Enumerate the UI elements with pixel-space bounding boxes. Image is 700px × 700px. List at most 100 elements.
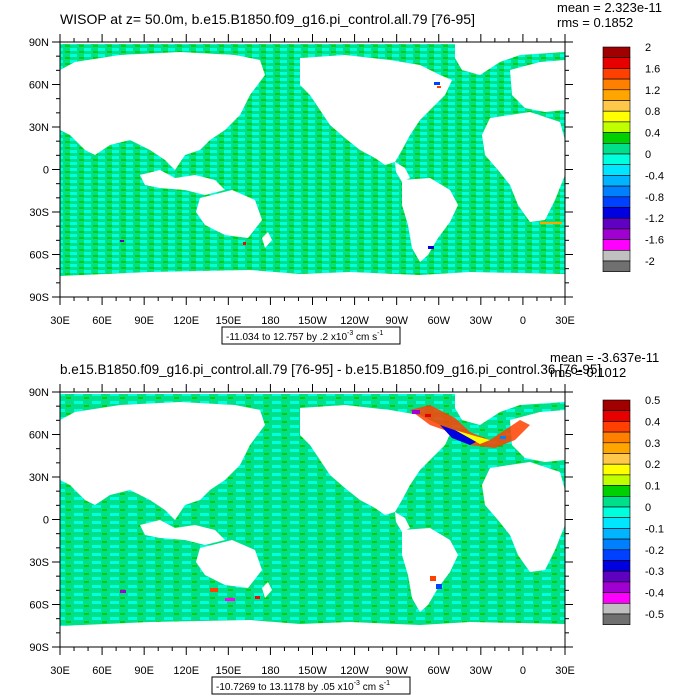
- panel-1-map: [59, 41, 566, 298]
- colorbar-label: 0.4: [645, 416, 660, 428]
- x-tick-label: 30W: [470, 315, 493, 327]
- colorbar-label: 0.3: [645, 438, 660, 450]
- y-tick-label: 0: [43, 515, 49, 527]
- colorbar-swatch: [602, 474, 631, 486]
- colorbar-swatch: [602, 613, 631, 625]
- panel-2-range-unit: cm s: [360, 682, 384, 693]
- panel-2-range-box: -10.7269 to 13.1178 by .05 x10-3 cm s-1: [211, 676, 411, 695]
- y-tick-label: 30S: [29, 207, 49, 219]
- y-tick-label: 90S: [29, 642, 49, 654]
- panel-2: b.e15.B1850.f09_g16.pi_control.all.79 [7…: [29, 350, 664, 695]
- x-tick-label: 30W: [470, 665, 493, 677]
- panel-1-x-axis: 30E 60E 90E 120E 150E 180 150W 120W 90W 60W 30W 0 30…: [50, 34, 575, 327]
- panel-1-mean: mean = 2.323e-11: [557, 0, 662, 15]
- panel-2-title: b.e15.B1850.f09_g16.pi_control.all.79 [7…: [60, 362, 601, 377]
- colorbar-swatch: [602, 260, 631, 272]
- x-tick-label: 90W: [385, 315, 408, 327]
- colorbar-swatch: [602, 110, 631, 123]
- colorbar-swatch: [602, 410, 631, 422]
- x-tick-label: 120W: [340, 665, 369, 677]
- x-tick-label: 0: [520, 315, 526, 327]
- colorbar-swatch: [602, 517, 631, 529]
- y-tick-label: 90N: [29, 387, 49, 399]
- colorbar-label: 0.5: [645, 395, 660, 407]
- x-tick-label: 150E: [215, 315, 241, 327]
- panel-2-y-axis: 90N 60N 30N 0 30S 60S 90S: [29, 387, 573, 654]
- colorbar-swatch: [602, 143, 631, 155]
- x-tick-label: 150W: [298, 315, 327, 327]
- colorbar-swatch: [602, 132, 631, 144]
- x-tick-label: 30E: [555, 665, 575, 677]
- colorbar-label: 1.2: [645, 85, 660, 97]
- colorbar-swatch: [602, 463, 631, 476]
- y-tick-label: 0: [43, 165, 49, 177]
- colorbar-swatch: [602, 506, 631, 518]
- colorbar-swatch: [602, 250, 631, 262]
- colorbar-label: 0.4: [645, 128, 660, 140]
- colorbar-swatch: [602, 399, 631, 411]
- panel-2-land: [60, 394, 565, 647]
- x-tick-label: 30E: [50, 315, 70, 327]
- colorbar-label: -1.2: [645, 213, 664, 225]
- x-tick-label: 60W: [427, 665, 450, 677]
- panel-1-range-exp: -3: [347, 330, 353, 337]
- colorbar-swatch: [602, 581, 631, 593]
- panel-2-range-text: -10.7269 to 13.1178 by .05 x10: [216, 682, 354, 693]
- colorbar-swatch: [602, 100, 631, 112]
- colorbar-label: -0.4: [645, 588, 664, 600]
- colorbar-label: 0.8: [645, 106, 660, 118]
- colorbar-swatch: [602, 185, 631, 198]
- colorbar-label: -0.3: [645, 566, 664, 578]
- panel-1-range-box: -11.034 to 12.757 by .2 x10-3 cm s-1: [221, 326, 401, 345]
- colorbar-label: -0.1: [645, 523, 664, 535]
- svg-text:-11.034 to 12.757 by .2 x10-3: -11.034 to 12.757 by .2 x10-3 cm s-1: [226, 330, 383, 343]
- panel-1-rms: rms = 0.1852: [557, 15, 633, 30]
- colorbar-swatch: [602, 602, 631, 615]
- panel-1-title: WISOP at z= 50.0m, b.e15.B1850.f09_g16.p…: [60, 11, 475, 27]
- y-tick-label: 30N: [29, 472, 49, 484]
- colorbar-swatch: [602, 207, 631, 219]
- colorbar-label: 0: [645, 149, 651, 161]
- colorbar-label: 1.6: [645, 63, 660, 75]
- colorbar-swatch: [602, 68, 631, 80]
- panel-2-colorbar: 0.5 0.4 0.3 0.2 0.1 0 -0.1 -0.2 -0.3 -0.4 -0.5: [602, 395, 664, 625]
- colorbar-label: -0.8: [645, 192, 664, 204]
- colorbar-swatch: [602, 89, 631, 101]
- colorbar-swatch: [602, 528, 631, 540]
- y-tick-label: 30N: [29, 122, 49, 134]
- x-tick-label: 150W: [298, 665, 327, 677]
- x-tick-label: 180: [261, 665, 279, 677]
- panel-1: WISOP at z= 50.0m, b.e15.B1850.f09_g16.p…: [29, 0, 664, 345]
- panel-1-range-unit-exp: -1: [377, 330, 383, 337]
- colorbar-label: 2: [645, 42, 651, 54]
- colorbar-label: -1.6: [645, 235, 664, 247]
- panel-1-range-text: -11.034 to 12.757 by .2 x10: [226, 332, 347, 343]
- panel-2-rms: rms = 0.1012: [550, 365, 626, 380]
- colorbar-label: 0: [645, 502, 651, 514]
- panel-2-mean: mean = -3.637e-11: [550, 350, 659, 365]
- colorbar-swatch: [602, 175, 631, 187]
- colorbar-swatch: [602, 121, 631, 133]
- colorbar-swatch: [602, 431, 631, 444]
- panel-1-hotspots: [120, 82, 562, 249]
- x-tick-label: 90E: [134, 665, 154, 677]
- x-tick-label: 150E: [215, 665, 241, 677]
- x-tick-label: 120W: [340, 315, 369, 327]
- colorbar-swatch: [602, 153, 631, 165]
- colorbar-swatch: [602, 228, 631, 240]
- colorbar-swatch: [602, 57, 631, 69]
- colorbar-label: -2: [645, 256, 655, 268]
- colorbar-swatch: [602, 46, 631, 58]
- colorbar-label: -0.5: [645, 609, 664, 621]
- x-tick-label: 120E: [173, 315, 199, 327]
- x-tick-label: 90W: [385, 665, 408, 677]
- colorbar-label: -0.2: [645, 545, 664, 557]
- colorbar-label: 0.1: [645, 481, 660, 493]
- panel-2-map: [59, 391, 566, 648]
- panel-1-y-axis: 90N 60N 30N 0 30S 60S 90S: [29, 37, 573, 304]
- panel-1-range-unit: cm s: [353, 332, 377, 343]
- x-tick-label: 0: [520, 665, 526, 677]
- panel-1-colorbar: 2 1.6 1.2 0.8 0.4 0 -0.4 -0.8 -1.2 -1.6 -2: [602, 42, 664, 272]
- colorbar-label: 0.2: [645, 459, 660, 471]
